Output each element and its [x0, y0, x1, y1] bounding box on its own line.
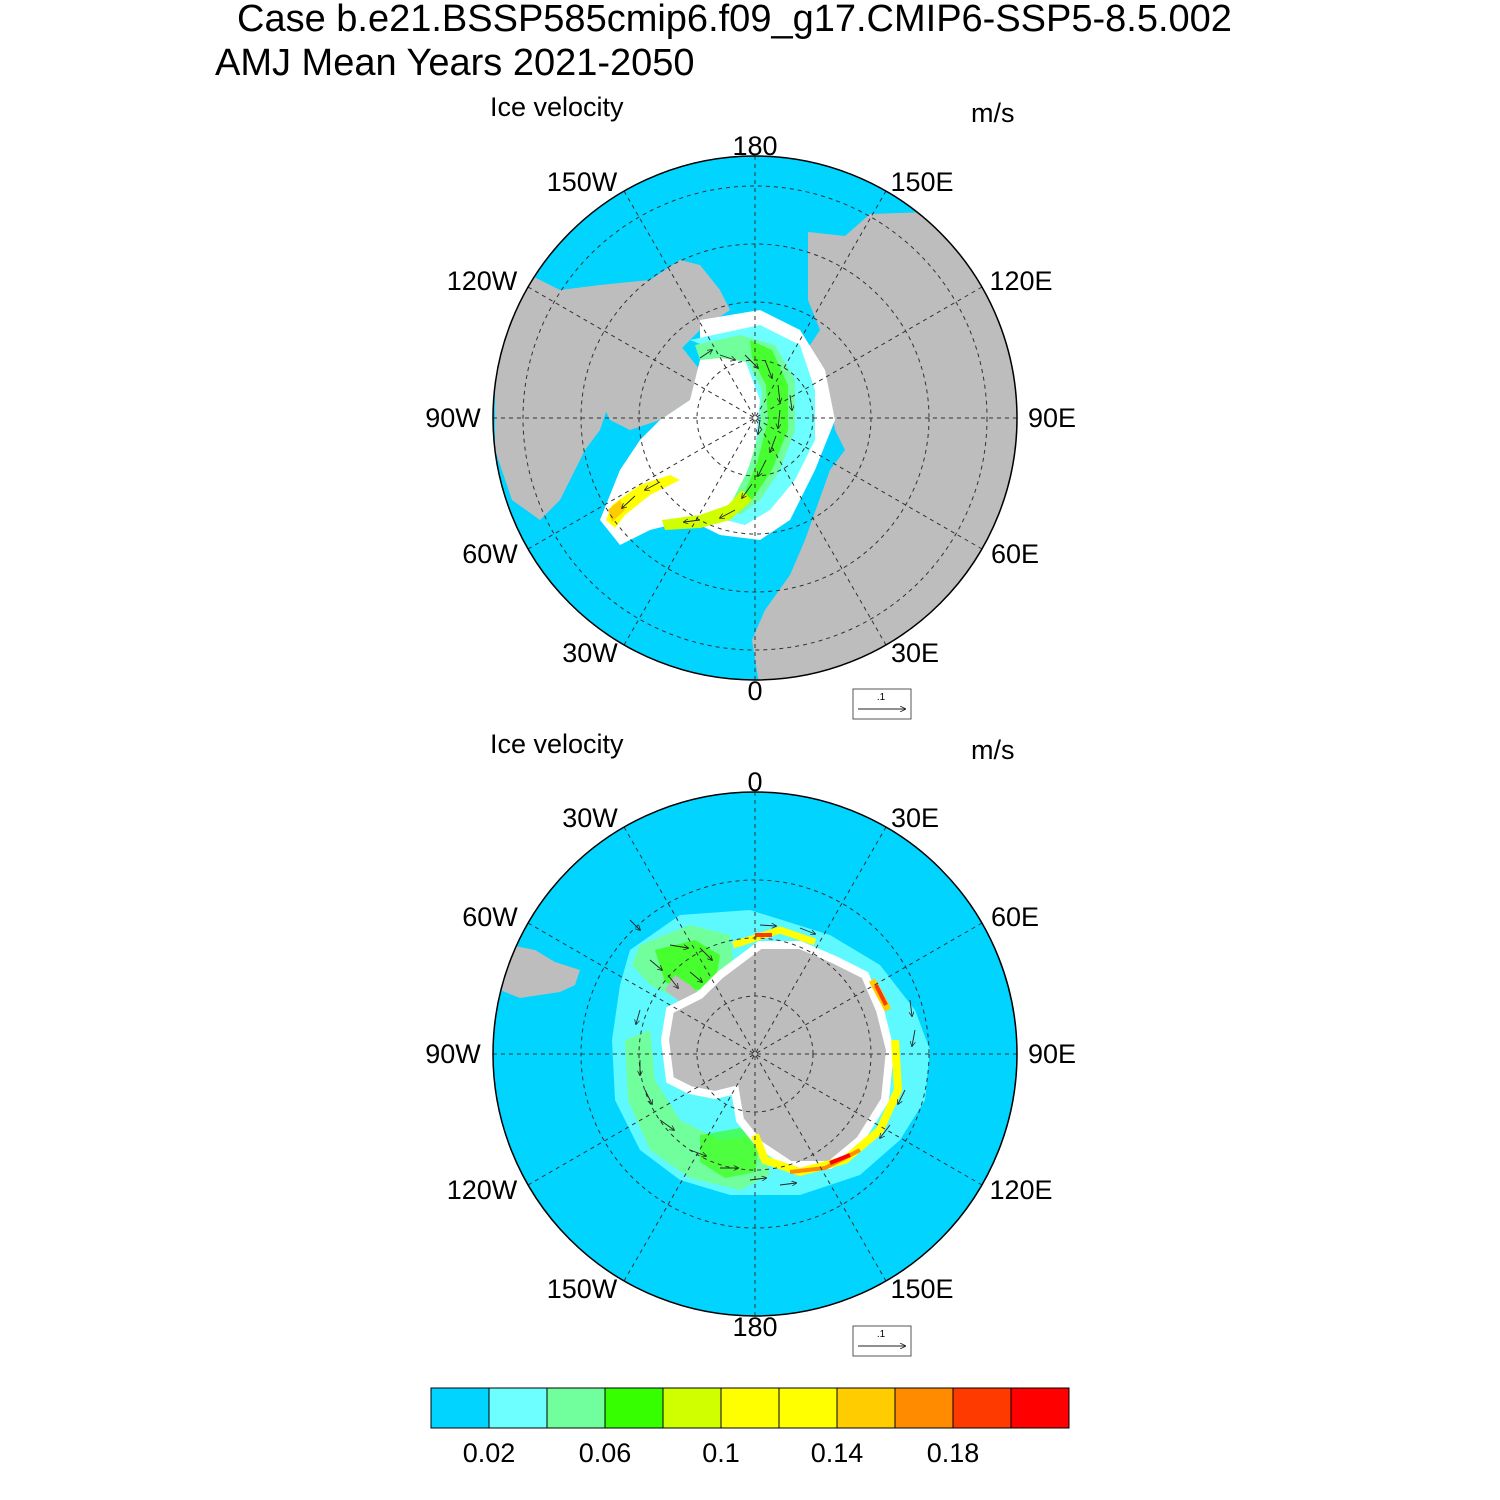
colorbar-tick-label-3: 0.1: [702, 1438, 740, 1468]
north-panel-variable-label: Ice velocity: [490, 92, 624, 122]
arctic-archipelago: [598, 340, 700, 430]
north-lon-label-120w: 120W: [447, 266, 518, 296]
north-velocity-vectors: [622, 350, 792, 522]
colorbar: 0.02 0.06 0.1 0.14 0.18: [430, 1387, 1070, 1468]
colorbar-box-11: [1010, 1387, 1070, 1429]
north-lon-label-150w: 150W: [547, 167, 618, 197]
colorbar-tick-label-2: 0.06: [579, 1438, 632, 1468]
south-lon-label-150e: 150E: [890, 1274, 953, 1304]
south-velocity-vectors: [629, 919, 915, 1185]
south-america-tip: [500, 945, 580, 998]
south-lon-label-30e: 30E: [891, 803, 939, 833]
figure-title-case: Case b.e21.BSSP585cmip6.f09_g17.CMIP6-SS…: [237, 0, 1232, 40]
north-lon-label-30w: 30W: [562, 638, 618, 668]
north-reference-vector-label: .1: [877, 692, 886, 703]
colorbar-boxes: [430, 1387, 1070, 1429]
south-reference-vector-label: .1: [877, 1329, 886, 1340]
south-reference-vector: .1: [852, 1325, 912, 1357]
colorbar-box-5: [662, 1387, 722, 1429]
south-map-border: [492, 791, 1018, 1317]
south-lon-label-90w: 90W: [425, 1039, 481, 1069]
colorbar-box-1: [430, 1387, 490, 1429]
south-longitude-labels: 0 30E 60E 90E 120E 150E 180 150W 120W 90…: [425, 767, 1076, 1342]
north-lon-label-30e: 30E: [891, 638, 939, 668]
colorbar-box-4: [604, 1387, 664, 1429]
eurasia-landmass: [752, 212, 1017, 680]
north-map-border: [492, 155, 1018, 681]
north-lon-label-180: 180: [732, 131, 777, 161]
south-pacific-coast-flow: [751, 1039, 903, 1177]
south-lon-label-120e: 120E: [989, 1175, 1052, 1205]
north-lon-label-90e: 90E: [1028, 403, 1076, 433]
colorbar-tick-label-5: 0.18: [927, 1438, 980, 1468]
south-east-coast-flow: [731, 926, 817, 949]
north-panel-units-label: m/s: [971, 98, 1015, 128]
colorbar-box-10: [952, 1387, 1012, 1429]
north-lon-label-90w: 90W: [425, 403, 481, 433]
north-graticule: [493, 156, 1017, 680]
south-graticule: [493, 792, 1017, 1316]
south-lon-label-180: 180: [732, 1312, 777, 1342]
antarctica-landmass: [665, 945, 890, 1165]
colorbar-box-9: [894, 1387, 954, 1429]
south-pacific-coast-flow-max: [829, 1153, 851, 1165]
south-ross-flow-core: [700, 1128, 760, 1178]
south-panel-variable-label: Ice velocity: [490, 729, 624, 759]
south-lon-label-90e: 90E: [1028, 1039, 1076, 1069]
north-lon-label-120e: 120E: [989, 266, 1052, 296]
north-lon-label-60e: 60E: [991, 539, 1039, 569]
north-longitude-labels: 180 150E 120E 90E 60E 30E 0 30W 60W 90W …: [425, 131, 1076, 706]
north-labrador-flow: [606, 475, 680, 528]
colorbar-box-2: [488, 1387, 548, 1429]
colorbar-tick-labels: 0.02 0.06 0.1 0.14 0.18: [463, 1438, 980, 1468]
south-lon-label-60e: 60E: [991, 902, 1039, 932]
colorbar-tick-label-1: 0.02: [463, 1438, 516, 1468]
south-lon-label-150w: 150W: [547, 1274, 618, 1304]
north-lon-label-60w: 60W: [462, 539, 518, 569]
north-lon-label-150e: 150E: [890, 167, 953, 197]
colorbar-tick-label-4: 0.14: [811, 1438, 864, 1468]
south-lon-label-30w: 30W: [562, 803, 618, 833]
figure-title-period: AMJ Mean Years 2021-2050: [215, 42, 695, 84]
colorbar-box-3: [546, 1387, 606, 1429]
colorbar-box-8: [836, 1387, 896, 1429]
south-lon-label-60w: 60W: [462, 902, 518, 932]
north-reference-vector: .1: [852, 688, 912, 720]
north-lon-label-0: 0: [747, 676, 762, 706]
south-polar-map: 0 30E 60E 90E 120E 150E 180 150W 120W 90…: [425, 767, 1076, 1357]
north-polar-map: 180 150E 120E 90E 60E 30E 0 30W 60W 90W …: [425, 131, 1076, 720]
south-lon-label-120w: 120W: [447, 1175, 518, 1205]
south-lon-label-0: 0: [747, 767, 762, 797]
colorbar-box-7: [778, 1387, 838, 1429]
south-indian-sector-flow-fast: [874, 984, 888, 1006]
colorbar-box-6: [720, 1387, 780, 1429]
south-panel-units-label: m/s: [971, 735, 1015, 765]
